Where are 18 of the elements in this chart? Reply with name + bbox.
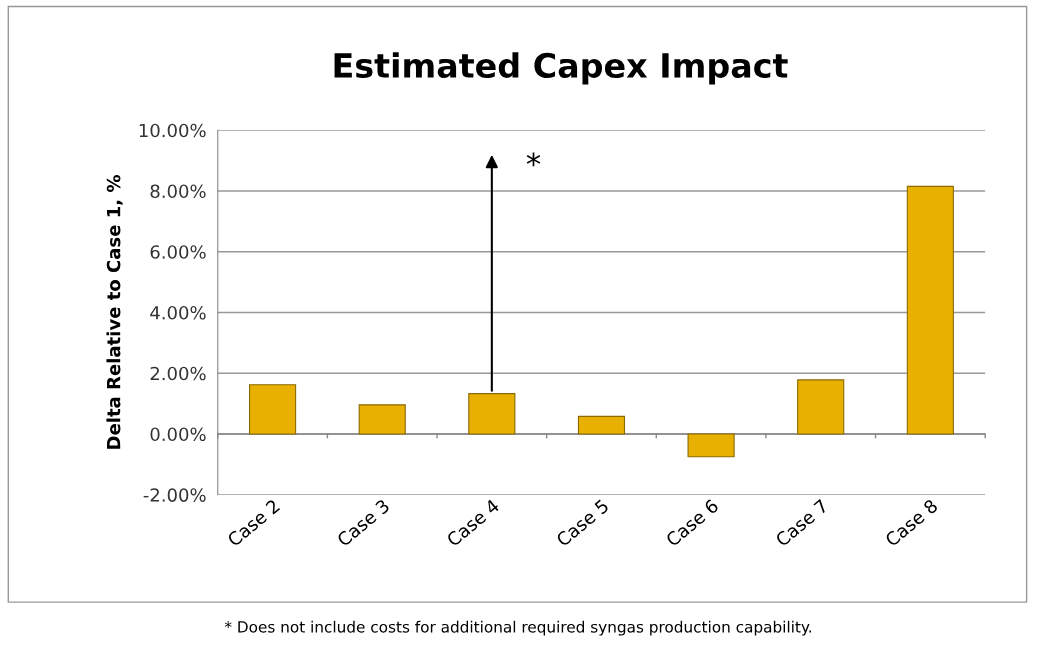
y-tick-label: -2.00% xyxy=(143,488,206,502)
text: * Does not include costs for additional required syngas production capability. xyxy=(224,620,811,636)
bar xyxy=(468,393,516,435)
bar xyxy=(358,404,406,435)
bar xyxy=(577,415,626,435)
bar xyxy=(906,185,954,435)
bar xyxy=(797,379,845,435)
y-tick-label: 0.00% xyxy=(150,427,206,442)
y-axis-title: Delta Relative to Case 1, % xyxy=(106,175,123,449)
chart-title: Estimated Capex Impact xyxy=(334,52,788,85)
y-tick-label: 8.00% xyxy=(150,184,206,199)
y-tick-label: 10.00% xyxy=(139,123,206,138)
annotation: * xyxy=(526,152,541,167)
y-tick-label: 2.00% xyxy=(150,366,206,381)
y-tick-label: 4.00% xyxy=(150,305,206,320)
y-tick-label: 6.00% xyxy=(150,245,206,259)
bar xyxy=(687,433,735,458)
bar xyxy=(249,384,297,435)
